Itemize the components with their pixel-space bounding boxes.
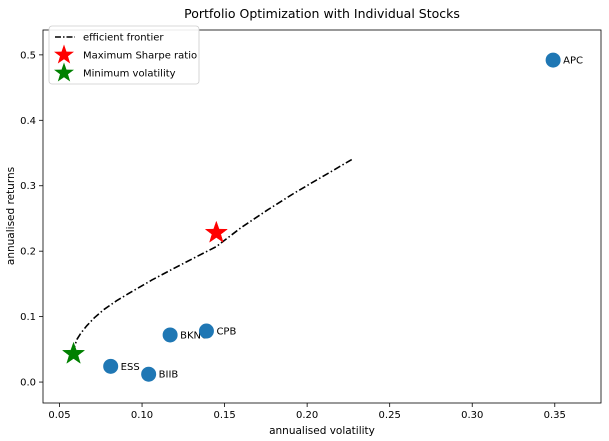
x-tick-label: 0.25 [379,410,401,421]
legend-min-volatility-label: Minimum volatility [83,69,176,80]
stock-point-bkng [162,327,178,343]
legend-box [48,25,200,85]
y-tick-label: 0.4 [20,116,36,127]
plot-frame [42,29,602,404]
x-tick-label: 0.10 [131,410,153,421]
stock-points: APC BKNG CPB ESS BIIB [103,52,583,382]
legend-max-sharpe-star [54,44,74,64]
stock-point-ess [103,358,119,374]
y-tick-label: 0.5 [20,50,36,61]
stock-point-biib [141,366,157,382]
y-tick-label: 0.0 [20,378,36,389]
axis-ticks: 0.05 0.10 0.15 0.20 0.25 0.30 0.35 0.0 0.1 0.2 0.3… [20,50,566,421]
stock-point-apc [545,52,561,68]
stock-point-cpb [198,323,214,339]
stock-label-apc: APC [563,56,583,67]
stock-label-biib: BIIB [159,370,179,381]
stock-label-ess: ESS [121,362,140,373]
y-tick-label: 0.3 [20,181,36,192]
chart-title: Portfolio Optimization with Individual S… [184,6,460,21]
frontier-layer [72,158,353,353]
stock-label-cpb: CPB [216,327,236,338]
min-volatility-star [61,341,86,364]
x-tick-label: 0.35 [544,410,566,421]
legend-frontier-label: efficient frontier [83,33,164,44]
legend-green-star [54,62,74,82]
legend-red-star [54,44,74,64]
x-tick-label: 0.05 [48,410,70,421]
legend: efficient frontier Maximum Sharpe ratio … [48,25,200,85]
legend-max-sharpe-label: Maximum Sharpe ratio [83,51,197,62]
max-sharpe-star [204,220,229,243]
stock-label-bkng: BKNG [180,330,209,341]
x-tick-label: 0.20 [296,410,318,421]
optimal-markers [61,220,229,364]
y-tick-label: 0.1 [20,312,36,323]
x-axis-label: annualised volatility [269,425,375,437]
y-tick-label: 0.2 [20,247,36,258]
efficient-frontier-line [72,158,353,353]
x-tick-label: 0.30 [461,410,483,421]
x-tick-label: 0.15 [213,410,235,421]
y-axis-label: annualised returns [5,167,17,265]
legend-min-volatility-star [54,62,74,82]
